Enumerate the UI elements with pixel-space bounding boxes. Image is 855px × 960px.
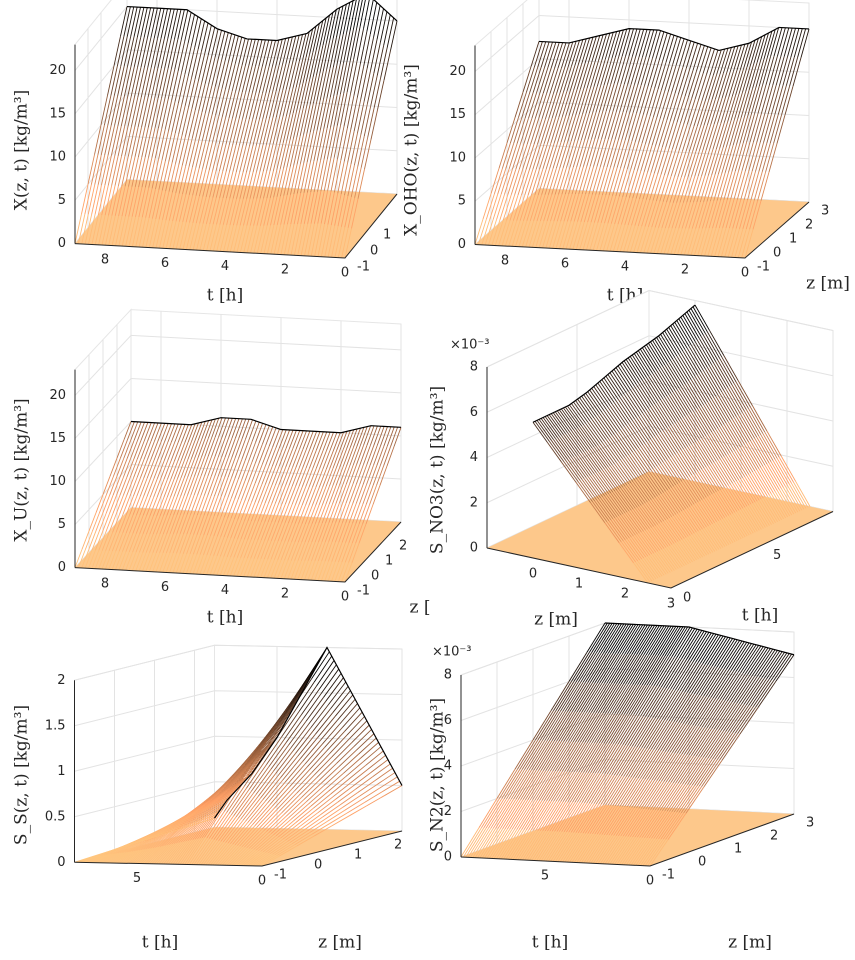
panel: 0510152002468-10123X_OHO(z, t) [kg/m³]t … (402, 0, 850, 306)
z-tick-label: -1 (357, 260, 370, 275)
z-tick-label: -1 (274, 868, 287, 883)
y-tick-label: 8 (444, 668, 452, 683)
z-tick-label: 3 (667, 597, 675, 612)
y-tick-label: 0 (470, 541, 478, 556)
x-tick-label: 5 (773, 548, 781, 563)
y-tick-label: 20 (49, 63, 66, 78)
back-wall (131, 310, 401, 522)
y-tick-label: 0 (458, 237, 466, 252)
y-tick-label: 4 (470, 450, 478, 465)
z-tick-label: -1 (357, 584, 370, 599)
x-tick-label: 0 (341, 266, 349, 281)
y-tick-label: 1.5 (45, 718, 66, 733)
x-tick-label: 0 (683, 591, 691, 606)
y-tick-label: 5 (458, 194, 466, 209)
y-axis-label: S_NO3(z, t) [kg/m³] (428, 386, 448, 554)
y-tick-label: 5 (58, 193, 66, 208)
z-tick-label: 1 (789, 232, 797, 247)
x-tick-label: 4 (221, 259, 229, 274)
z-tick-label: 2 (394, 838, 402, 853)
z-axis-label: z [m] (806, 274, 850, 294)
axis-exponent: ×10⁻³ (432, 645, 472, 660)
panel: 0510152002468-101X(z, t) [kg/m³]t [h] (12, 0, 398, 305)
panel: 0 0.5 1 1.5 2 0 5 -1 0 1 2 S_S(z, t) [kg/m³] t [h] z … (12, 645, 403, 952)
z-tick-label: 2 (621, 587, 629, 602)
y-tick-label: 10 (49, 150, 66, 165)
z-tick-label: 3 (821, 204, 829, 219)
x-tick-label: 6 (561, 257, 569, 272)
z-tick-label: 0 (314, 858, 322, 873)
y-tick-label: 5 (58, 517, 66, 532)
x-tick-label: 8 (101, 577, 109, 592)
y-tick-label: 15 (49, 106, 66, 121)
z-tick-label: -1 (662, 868, 675, 883)
z-tick-label: 1 (734, 842, 742, 857)
z-tick-label: -1 (757, 260, 770, 275)
z-axis-label: z [ (410, 598, 431, 618)
x-tick-label: 6 (161, 580, 169, 595)
x-axis-label: t [h] (532, 933, 568, 953)
y-tick-label: 2 (470, 495, 478, 510)
z-tick-label: 0 (371, 569, 379, 584)
panel: 0246805-10123S_N2(z, t) [kg/m³]t [h]z [m… (428, 623, 815, 953)
y-tick-label: 20 (449, 64, 466, 79)
y-tick-label: 8 (470, 360, 478, 375)
z-tick-label: 1 (383, 228, 391, 243)
x-axis-label: t [h] (742, 606, 778, 626)
y-tick-label: 1 (57, 764, 65, 779)
z-tick-label: 0 (370, 244, 378, 259)
y-tick-label: 0 (58, 236, 66, 251)
y-tick-label: 0.5 (45, 809, 66, 824)
z-axis-label: z [m] (318, 933, 362, 953)
x-tick-label: 2 (281, 586, 289, 601)
y-axis-label: S_S(z, t) [kg/m³] (12, 705, 32, 845)
x-tick-label: 6 (161, 256, 169, 271)
z-tick-label: 0 (773, 246, 781, 261)
z-tick-label: 1 (354, 848, 362, 863)
panel: 0 2 4 6 8 0 5 0 1 2 3 S_NO3(z, t) [kg/m³] t [h] z [m]… (428, 291, 834, 630)
x-axis-label: t [h] (142, 933, 178, 953)
y-tick-label: 0 (58, 560, 66, 575)
panel: 0510152002468-1012X_U(z, t) [kg/m³]t [h]… (12, 310, 431, 628)
y-axis-label: S_N2(z, t) [kg/m³] (428, 698, 448, 852)
x-tick-label: 0 (258, 874, 266, 889)
axis-exponent: ×10⁻³ (450, 338, 490, 353)
x-tick-label: 4 (621, 260, 629, 275)
z-tick-label: 1 (385, 554, 393, 569)
y-axis-label: X_OHO(z, t) [kg/m³] (402, 64, 422, 236)
z-tick-label: 2 (805, 218, 813, 233)
z-tick-label: 2 (399, 539, 407, 554)
x-tick-label: 8 (101, 253, 109, 268)
y-tick-label: 20 (49, 388, 66, 403)
z-tick-label: 0 (529, 567, 537, 582)
x-tick-label: 5 (541, 869, 549, 884)
x-tick-label: 2 (681, 263, 689, 278)
z-tick-label: 1 (575, 577, 583, 592)
y-axis-label: X(z, t) [kg/m³] (12, 90, 32, 210)
z-axis-label: z [m] (534, 610, 578, 630)
x-axis-label: t [h] (207, 286, 243, 306)
x-tick-label: 0 (341, 590, 349, 605)
z-tick-label: 2 (770, 829, 778, 844)
y-axis-label: X_U(z, t) [kg/m³] (12, 398, 32, 541)
y-tick-label: 0 (57, 855, 65, 870)
x-tick-label: 4 (221, 583, 229, 598)
y-tick-label: 6 (470, 405, 478, 420)
y-tick-label: 10 (449, 150, 466, 165)
x-tick-label: 5 (133, 871, 141, 886)
z-tick-label: 3 (806, 816, 814, 831)
x-tick-label: 8 (501, 254, 509, 269)
y-tick-label: 2 (57, 673, 65, 688)
x-axis-label: t [h] (207, 608, 243, 628)
x-tick-label: 0 (646, 874, 654, 889)
z-tick-label: 0 (698, 855, 706, 870)
y-tick-label: 10 (49, 474, 66, 489)
z-axis-label: z [m] (728, 933, 772, 953)
x-tick-label: 0 (741, 266, 749, 281)
y-tick-label: 15 (49, 431, 66, 446)
y-tick-label: 15 (449, 107, 466, 122)
x-tick-label: 2 (281, 262, 289, 277)
